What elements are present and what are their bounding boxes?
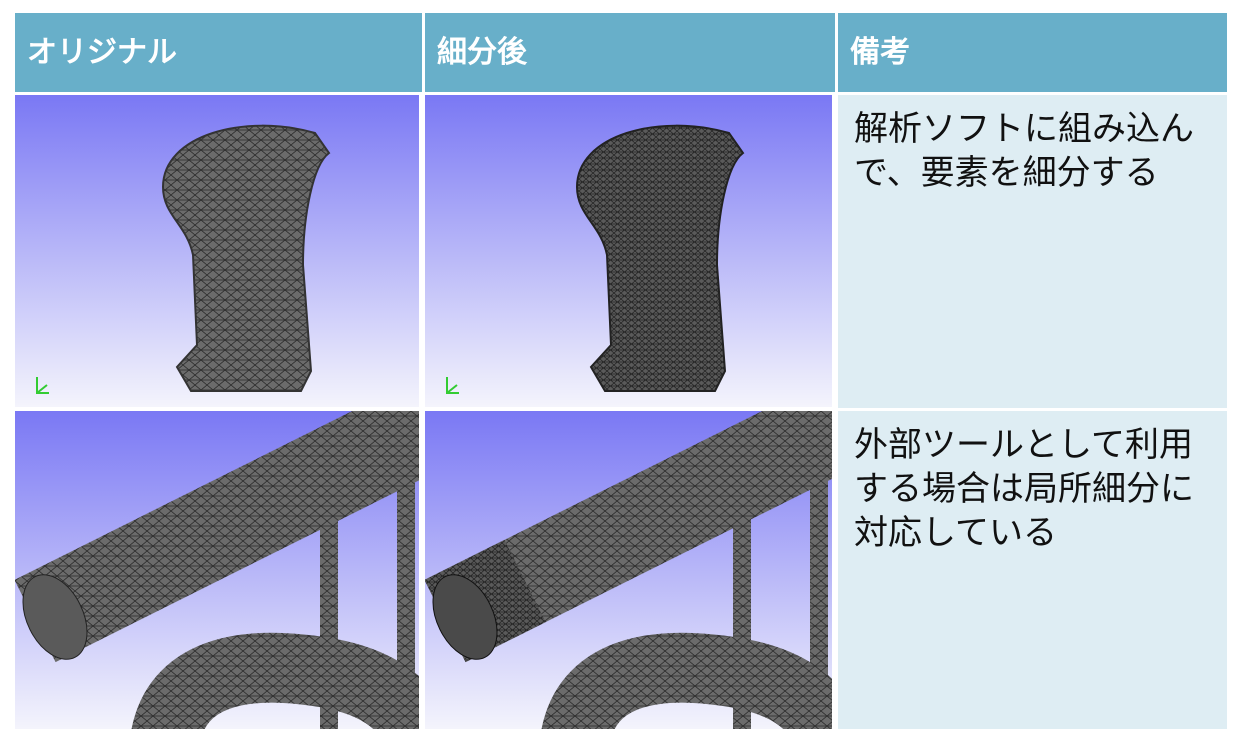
header-cell: オリジナル (12, 10, 425, 95)
mesh-image (15, 411, 419, 729)
header-cell: 細分後 (422, 10, 838, 95)
image-cell (422, 92, 838, 411)
mesh-image (425, 411, 832, 729)
note-cell: 解析ソフトに組み込んで、要素を細分する (835, 92, 1230, 411)
header-cell: 備考 (835, 10, 1230, 95)
mesh-image (425, 95, 832, 407)
mesh-image (15, 95, 419, 407)
note-cell: 外部ツールとして利用する場合は局所細分に対応している (835, 408, 1230, 732)
image-cell (12, 92, 425, 411)
image-cell (12, 408, 425, 732)
image-cell (422, 408, 838, 732)
comparison-table: オリジナル 細分後 備考 解析ソフトに組み込んで、要素を細分する (12, 10, 1230, 732)
